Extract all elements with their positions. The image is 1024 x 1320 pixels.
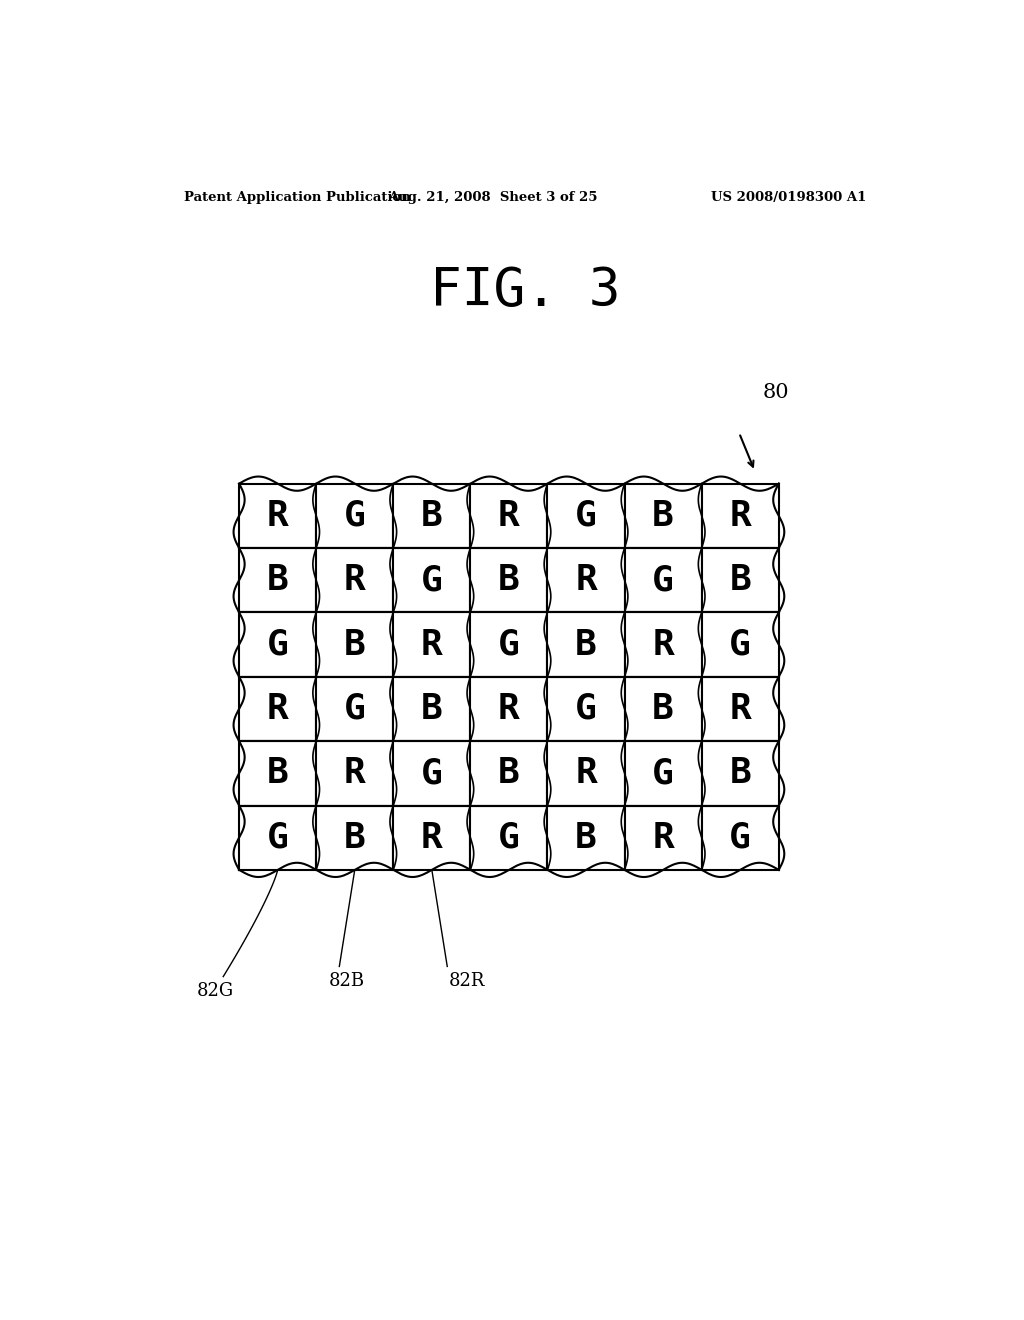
Text: G: G bbox=[729, 821, 751, 854]
Bar bbox=[240, 805, 316, 870]
Text: 82G: 82G bbox=[197, 982, 233, 999]
Text: B: B bbox=[498, 756, 520, 791]
Text: R: R bbox=[498, 692, 520, 726]
Bar bbox=[316, 612, 393, 677]
Bar bbox=[240, 483, 316, 548]
Bar bbox=[316, 805, 393, 870]
Bar bbox=[470, 677, 548, 741]
Text: B: B bbox=[344, 627, 366, 661]
Bar bbox=[316, 677, 393, 741]
Text: B: B bbox=[498, 564, 520, 597]
Text: R: R bbox=[652, 627, 674, 661]
Bar bbox=[701, 612, 778, 677]
Text: Aug. 21, 2008  Sheet 3 of 25: Aug. 21, 2008 Sheet 3 of 25 bbox=[388, 191, 598, 203]
Bar bbox=[701, 548, 778, 612]
Text: G: G bbox=[652, 564, 674, 597]
Text: R: R bbox=[729, 499, 751, 533]
Text: R: R bbox=[652, 821, 674, 854]
Bar bbox=[393, 548, 470, 612]
Text: G: G bbox=[421, 756, 442, 791]
Bar bbox=[625, 612, 701, 677]
Text: B: B bbox=[729, 756, 751, 791]
Bar bbox=[625, 548, 701, 612]
Bar bbox=[548, 483, 625, 548]
Bar bbox=[393, 677, 470, 741]
Bar bbox=[470, 612, 548, 677]
Text: G: G bbox=[267, 627, 289, 661]
Text: G: G bbox=[729, 627, 751, 661]
Text: FIG. 3: FIG. 3 bbox=[429, 265, 621, 317]
Bar bbox=[393, 741, 470, 805]
Text: G: G bbox=[575, 499, 597, 533]
Text: G: G bbox=[267, 821, 289, 854]
Text: 82R: 82R bbox=[449, 972, 485, 990]
Bar bbox=[240, 741, 316, 805]
Bar bbox=[393, 805, 470, 870]
Text: B: B bbox=[652, 692, 674, 726]
Bar bbox=[316, 483, 393, 548]
Text: G: G bbox=[498, 821, 520, 854]
Text: B: B bbox=[729, 564, 751, 597]
Bar bbox=[316, 741, 393, 805]
Text: Patent Application Publication: Patent Application Publication bbox=[183, 191, 411, 203]
Text: G: G bbox=[421, 564, 442, 597]
Text: R: R bbox=[267, 692, 289, 726]
Text: B: B bbox=[344, 821, 366, 854]
Text: US 2008/0198300 A1: US 2008/0198300 A1 bbox=[711, 191, 866, 203]
Bar bbox=[625, 483, 701, 548]
Bar bbox=[548, 741, 625, 805]
Bar bbox=[548, 677, 625, 741]
Bar bbox=[625, 677, 701, 741]
Bar bbox=[701, 805, 778, 870]
Bar bbox=[393, 612, 470, 677]
Text: G: G bbox=[575, 692, 597, 726]
Bar bbox=[470, 483, 548, 548]
Text: R: R bbox=[498, 499, 520, 533]
Bar bbox=[548, 612, 625, 677]
Bar bbox=[240, 612, 316, 677]
Text: B: B bbox=[267, 756, 289, 791]
Bar bbox=[701, 741, 778, 805]
Text: 82B: 82B bbox=[329, 972, 366, 990]
Text: B: B bbox=[652, 499, 674, 533]
Bar bbox=[393, 483, 470, 548]
Bar bbox=[625, 741, 701, 805]
Bar bbox=[548, 548, 625, 612]
Bar bbox=[240, 677, 316, 741]
Text: G: G bbox=[344, 692, 366, 726]
Bar bbox=[701, 483, 778, 548]
Text: R: R bbox=[267, 499, 289, 533]
Text: B: B bbox=[267, 564, 289, 597]
Text: R: R bbox=[344, 756, 366, 791]
Bar bbox=[548, 805, 625, 870]
Text: B: B bbox=[575, 627, 597, 661]
Bar bbox=[470, 548, 548, 612]
Text: R: R bbox=[421, 627, 442, 661]
Text: R: R bbox=[344, 564, 366, 597]
Text: R: R bbox=[729, 692, 751, 726]
Text: G: G bbox=[498, 627, 520, 661]
Bar bbox=[316, 548, 393, 612]
Bar bbox=[701, 677, 778, 741]
Bar bbox=[625, 805, 701, 870]
Text: R: R bbox=[575, 756, 597, 791]
Text: G: G bbox=[652, 756, 674, 791]
Text: B: B bbox=[575, 821, 597, 854]
Text: G: G bbox=[344, 499, 366, 533]
Bar bbox=[470, 741, 548, 805]
Text: R: R bbox=[575, 564, 597, 597]
Text: 80: 80 bbox=[763, 383, 790, 403]
Bar bbox=[470, 805, 548, 870]
Text: B: B bbox=[421, 499, 442, 533]
Bar bbox=[240, 548, 316, 612]
Text: B: B bbox=[421, 692, 442, 726]
Text: R: R bbox=[421, 821, 442, 854]
